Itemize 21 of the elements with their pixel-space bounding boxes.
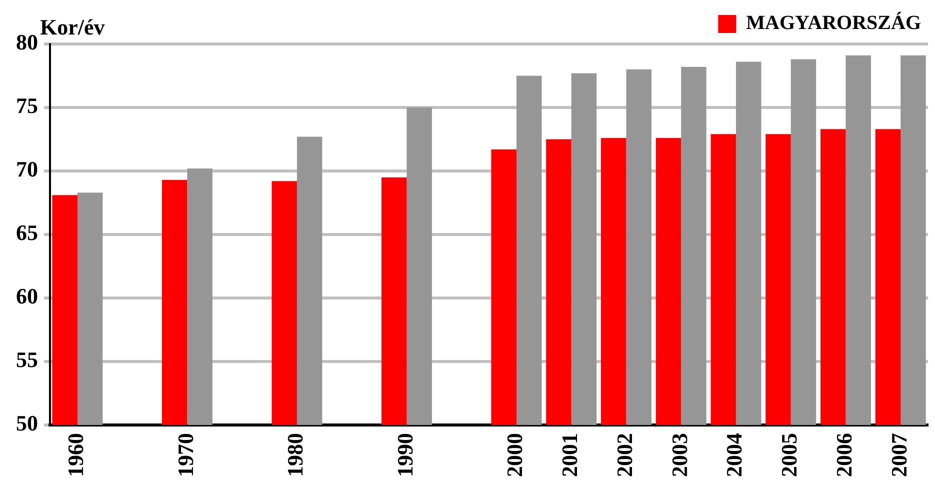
- x-tick-label: 2007: [886, 433, 912, 477]
- legend-label: MAGYARORSZÁG: [746, 11, 922, 34]
- y-tick-label: 70: [16, 156, 38, 182]
- x-tick-label: 1990: [392, 433, 418, 477]
- y-tick-label: 55: [16, 347, 38, 372]
- x-tick-label: 2004: [722, 433, 747, 477]
- x-tick-label: 2002: [612, 433, 637, 477]
- y-tick-label: 65: [16, 220, 38, 246]
- x-tick-label: 1960: [63, 433, 88, 477]
- x-tick-label: 2005: [776, 433, 802, 477]
- x-tick-label: 1980: [282, 433, 308, 477]
- y-tick-label: 60: [16, 284, 38, 309]
- y-axis-title: Kor/év: [40, 14, 105, 40]
- x-tick-label: 2001: [557, 433, 582, 477]
- x-tick-label: 2000: [502, 433, 528, 477]
- x-tick-label: 2006: [831, 433, 856, 477]
- x-tick-label: 1970: [172, 433, 198, 477]
- y-tick-label: 75: [16, 93, 38, 118]
- y-tick-label: 50: [16, 410, 38, 436]
- x-tick-label: 2003: [666, 433, 692, 477]
- y-tick-label: 80: [16, 30, 38, 55]
